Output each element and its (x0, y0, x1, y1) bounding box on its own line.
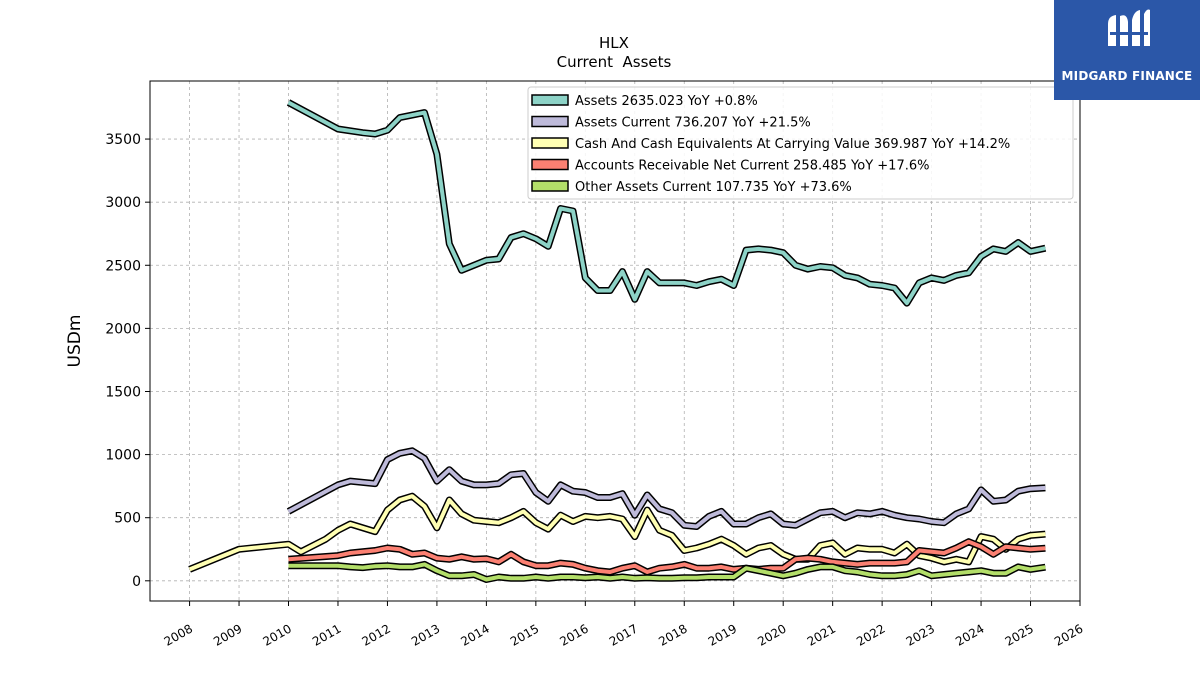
y-tick-label: 3000 (105, 195, 141, 211)
x-tick-label: 2022 (854, 621, 887, 648)
x-tick-label: 2020 (755, 621, 788, 648)
legend-swatch (531, 115, 569, 128)
y-axis: 0 500 1000 1500 2000 2500 3000 3500 (105, 132, 150, 590)
x-tick-label: 2019 (706, 621, 739, 648)
plot-frame (149, 80, 1081, 602)
x-axis: 2008 2009 2010 2011 2012 2013 2014 2015 2016 2017… (162, 601, 1086, 649)
series-group (188, 99, 1047, 583)
legend-swatch (531, 180, 569, 192)
chart-subtitle: Current Assets (557, 53, 672, 71)
y-tick-label: 3500 (105, 132, 141, 148)
series-line (287, 448, 1046, 529)
legend-label: Accounts Receivable Net Current 258.485 … (575, 159, 930, 174)
x-tick-label: 2024 (953, 621, 986, 648)
y-tick-label: 0 (132, 574, 141, 590)
legend-label: Other Assets Current 107.735 YoY +73.6% (575, 180, 852, 195)
series-line (288, 539, 1046, 574)
x-tick-label: 2026 (1052, 621, 1085, 648)
y-axis-label: USDm (65, 315, 85, 368)
x-tick-label: 2016 (557, 621, 590, 648)
x-tick-label: 2013 (409, 621, 442, 648)
x-tick-label: 2021 (805, 621, 838, 648)
x-tick-label: 2008 (162, 621, 195, 648)
brand-logo: MIDGARD FINANCE (1054, 0, 1200, 100)
legend-box (527, 86, 1074, 200)
x-tick-label: 2017 (607, 621, 640, 648)
y-tick-label: 1500 (105, 384, 141, 400)
series-line (288, 562, 1046, 582)
x-tick-label: 2009 (211, 621, 244, 648)
chart-title: HLX (599, 34, 629, 52)
x-tick-label: 2018 (656, 621, 689, 648)
y-tick-label: 2000 (105, 321, 141, 337)
legend-swatch (531, 158, 569, 171)
legend-label: Cash And Cash Equivalents At Carrying Va… (575, 137, 1010, 152)
legend-swatch (531, 94, 569, 106)
x-tick-label: 2010 (261, 621, 294, 648)
legend-label: Assets Current 736.207 YoY +21.5% (575, 116, 811, 131)
brand-name: MIDGARD FINANCE (1061, 69, 1193, 83)
legend-swatch (531, 137, 569, 149)
legend-label: Assets 2635.023 YoY +0.8% (575, 94, 758, 109)
x-tick-label: 2023 (904, 621, 937, 648)
x-tick-label: 2011 (310, 621, 343, 648)
series-line (287, 100, 1046, 306)
y-tick-label: 500 (114, 511, 141, 527)
midgard-logo-icon (1108, 9, 1150, 46)
x-tick-label: 2015 (508, 621, 541, 648)
legend: Assets 2635.023 YoY +0.8% Assets Current … (527, 86, 1074, 200)
x-tick-label: 2014 (458, 621, 491, 648)
y-tick-label: 2500 (105, 258, 141, 274)
y-tick-label: 1000 (105, 448, 141, 464)
x-tick-label: 2025 (1003, 621, 1036, 648)
x-tick-label: 2012 (359, 621, 392, 648)
